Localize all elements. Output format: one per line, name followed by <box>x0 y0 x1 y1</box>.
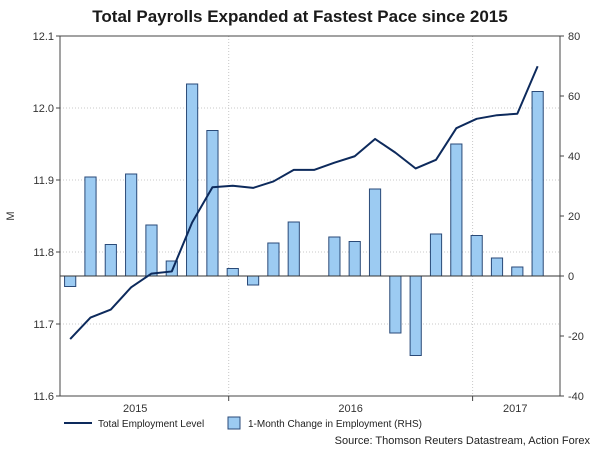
bar <box>450 143 463 277</box>
bar <box>145 224 158 277</box>
bar <box>389 275 402 334</box>
employment-line <box>69 65 539 340</box>
bar <box>368 188 382 277</box>
left-tick-label: 11.7 <box>33 319 54 331</box>
left-axis-label: M <box>5 211 17 220</box>
chart-title: Total Payrolls Expanded at Fastest Pace … <box>92 7 507 26</box>
left-axis: 11.6 11.7 11.8 11.9 12.0 12.1 <box>33 31 60 403</box>
bar <box>348 241 361 277</box>
right-tick-label: 80 <box>568 31 580 43</box>
bar <box>84 176 97 277</box>
legend-label-bar: 1-Month Change in Employment (RHS) <box>248 419 422 430</box>
legend: Total Employment Level 1-Month Change in… <box>64 416 422 430</box>
right-axis: -40 -20 0 20 40 60 80 <box>560 31 584 403</box>
bar <box>531 91 544 277</box>
bar-series <box>64 83 544 356</box>
left-tick-label: 11.6 <box>33 391 54 403</box>
gridlines <box>60 36 560 396</box>
x-tick-label: 2016 <box>338 403 362 415</box>
legend-bar-swatch <box>227 416 241 430</box>
bar <box>226 268 239 277</box>
right-tick-label: 0 <box>568 271 574 283</box>
bar <box>64 275 77 287</box>
x-axis: 2015 2016 2017 <box>123 396 528 415</box>
x-tick-label: 2017 <box>503 403 527 415</box>
right-tick-label: 60 <box>568 91 580 103</box>
bar <box>125 173 138 277</box>
bar <box>328 236 341 277</box>
left-tick-label: 11.8 <box>33 247 54 259</box>
source-note: Source: Thomson Reuters Datastream, Acti… <box>335 435 591 447</box>
bar <box>470 235 483 277</box>
bar <box>409 275 422 356</box>
bar <box>267 242 280 277</box>
right-tick-label: 20 <box>568 211 580 223</box>
right-tick-label: 40 <box>568 151 580 163</box>
bar <box>206 130 219 277</box>
bar <box>104 244 117 277</box>
right-tick-label: -40 <box>568 391 584 403</box>
left-tick-label: 11.9 <box>33 175 54 187</box>
right-tick-label: -20 <box>568 331 584 343</box>
x-tick-label: 2015 <box>123 403 147 415</box>
legend-label-line: Total Employment Level <box>98 419 204 430</box>
bar <box>287 221 300 277</box>
bar <box>186 83 199 277</box>
bar <box>429 233 443 277</box>
left-tick-label: 12.1 <box>33 31 54 43</box>
bar <box>511 266 524 277</box>
left-tick-label: 12.0 <box>33 103 54 115</box>
bar <box>247 275 260 286</box>
bar <box>490 257 504 277</box>
